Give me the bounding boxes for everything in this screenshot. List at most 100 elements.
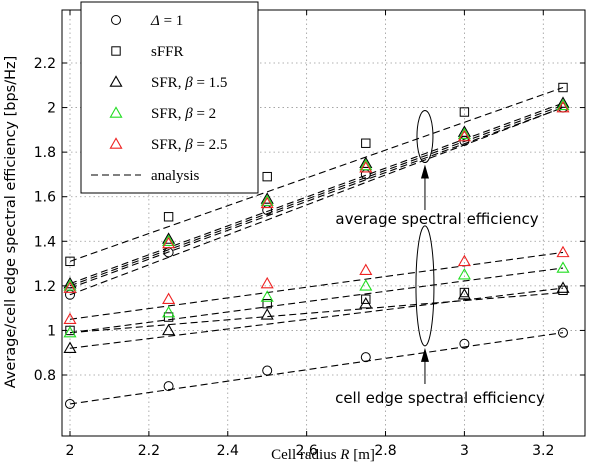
data-point <box>359 279 373 291</box>
analysis-lines <box>69 86 564 405</box>
x-axis-label-variable: R <box>339 447 349 463</box>
average-ellipse <box>416 110 434 164</box>
cell-edge-ellipse <box>415 225 435 347</box>
data-point <box>558 82 568 93</box>
legend-entry: SFR, β = 1.5 <box>109 75 227 91</box>
data-point <box>359 263 373 276</box>
data-point <box>162 234 176 247</box>
x-tick-label: 2.2 <box>138 443 160 459</box>
legend-entry: Δ = 1 <box>111 13 183 29</box>
x-tick-label: 2 <box>66 443 75 459</box>
legend-marker <box>109 75 123 87</box>
data-point <box>457 127 471 140</box>
data-point <box>556 98 570 111</box>
series <box>63 261 570 338</box>
analysis-line <box>69 287 564 349</box>
x-tick-label: 3.2 <box>532 443 554 459</box>
data-point <box>262 365 273 376</box>
legend-marker <box>109 106 123 118</box>
data-point <box>457 288 471 300</box>
cell-edge-arrow-head <box>420 347 429 362</box>
data-point <box>262 171 272 182</box>
analysis-line <box>69 291 564 334</box>
data-point <box>260 196 274 209</box>
data-point <box>65 256 75 267</box>
y-tick-label: 1.4 <box>34 234 56 250</box>
data-point <box>360 352 371 363</box>
data-point <box>162 232 176 244</box>
legend-label-suffix: = 1.5 <box>193 75 228 91</box>
x-tick-label: 3 <box>460 443 469 459</box>
data-point <box>163 212 174 222</box>
x-axis-label-unit: [m] <box>349 447 374 463</box>
legend-label-suffix: = 2 <box>193 106 216 122</box>
plot-frame <box>61 9 586 437</box>
data-point <box>260 194 274 206</box>
data-point <box>556 100 570 113</box>
series <box>63 98 570 291</box>
x-tick-label: 2.8 <box>374 443 396 459</box>
analysis-line <box>69 251 564 320</box>
x-tick-label: 2.4 <box>217 443 239 459</box>
data-point <box>359 296 373 309</box>
legend-label-symbol: β <box>184 137 193 153</box>
legend-label: SFR, β = 2 <box>151 106 216 122</box>
data-point <box>558 327 568 338</box>
data-point <box>556 261 570 273</box>
x-axis-label: Cell radius R [m] <box>271 447 375 463</box>
y-tick-label: 1.2 <box>34 279 56 295</box>
series <box>63 96 570 289</box>
y-tick-label: 2.2 <box>34 56 56 72</box>
legend-label-prefix: analysis <box>151 168 199 184</box>
y-axis-label: Average/cell edge spectral efficiency [b… <box>3 56 19 389</box>
data-point <box>162 305 176 318</box>
legend-label: analysis <box>151 168 199 184</box>
legend-label: sFFR <box>151 44 184 60</box>
data-point <box>359 161 373 173</box>
data-point <box>63 325 77 338</box>
legend-entry: SFR, β = 2.5 <box>109 137 227 153</box>
y-tick-label: 2 <box>47 101 56 117</box>
data-point <box>260 290 274 302</box>
data-point <box>260 276 274 289</box>
legend-box <box>80 1 259 194</box>
data-point <box>359 158 373 171</box>
legend-label: SFR, β = 1.5 <box>151 75 227 91</box>
data-point <box>63 279 77 291</box>
legend-label: Δ = 1 <box>150 13 183 29</box>
data-point <box>260 308 274 320</box>
legend-label-prefix: SFR, <box>151 75 185 91</box>
data-point <box>63 281 77 293</box>
legend-entry: analysis <box>91 168 199 184</box>
data-point <box>459 107 470 117</box>
data-point <box>459 338 470 349</box>
series <box>63 245 570 325</box>
data-point <box>162 236 176 249</box>
legend-label-prefix: SFR, <box>151 137 185 153</box>
data-point <box>262 298 272 309</box>
data-point <box>162 323 176 336</box>
annotations: average spectral efficiency cell edge spe… <box>335 110 545 407</box>
legend-label-symbol: β <box>184 106 193 122</box>
legend-label-prefix: SFR, <box>151 106 185 122</box>
data-point <box>63 341 77 354</box>
legend-label-suffix: = 1 <box>160 13 183 29</box>
legend-entry: sFFR <box>111 44 184 60</box>
axis-ticks: 2 2.2 2.4 2.6 2.8 3 3.2 0.8 1 1.2 1.4 1.6 1.8 2 2.2 <box>34 10 585 459</box>
data-point <box>556 281 570 293</box>
analysis-line <box>69 86 564 262</box>
legend-label: SFR, β = 2.5 <box>151 137 227 153</box>
y-tick-label: 1.8 <box>34 145 56 161</box>
x-axis-label-text: Cell radius <box>271 447 340 463</box>
data-point <box>359 156 373 169</box>
series <box>63 281 570 354</box>
data-point <box>260 192 274 204</box>
average-arrow-head <box>420 164 429 179</box>
grid <box>62 10 585 436</box>
legend-marker <box>109 137 123 149</box>
series <box>65 327 568 409</box>
cell-edge-annotation: cell edge spectral efficiency <box>335 389 545 407</box>
data-point <box>162 292 176 304</box>
data-markers <box>63 82 570 409</box>
